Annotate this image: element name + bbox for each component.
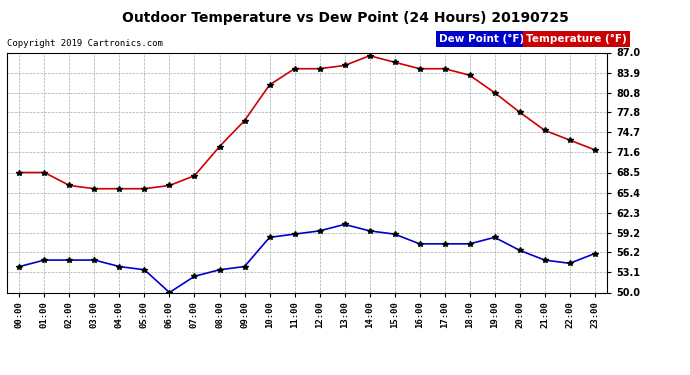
Text: Outdoor Temperature vs Dew Point (24 Hours) 20190725: Outdoor Temperature vs Dew Point (24 Hou… bbox=[121, 11, 569, 25]
Text: Temperature (°F): Temperature (°F) bbox=[526, 34, 627, 44]
Text: Copyright 2019 Cartronics.com: Copyright 2019 Cartronics.com bbox=[7, 39, 163, 48]
Text: Dew Point (°F): Dew Point (°F) bbox=[439, 34, 524, 44]
